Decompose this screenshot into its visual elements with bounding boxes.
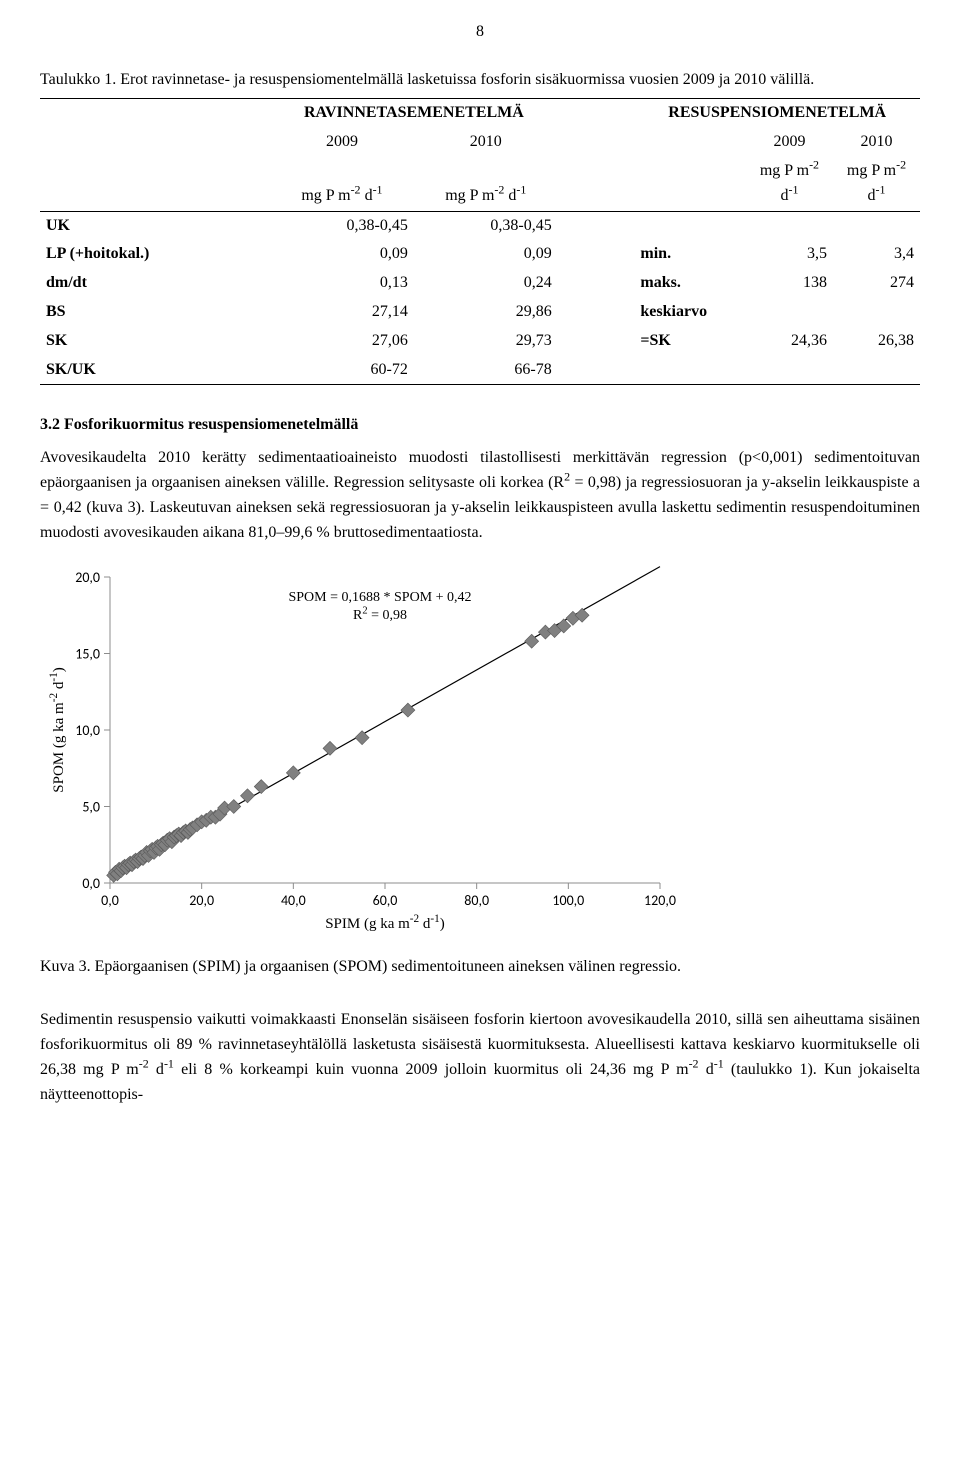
svg-text:60,0: 60,0	[373, 892, 398, 909]
svg-text:20,0: 20,0	[189, 892, 214, 909]
unit-r1: mg P m-2 d-1	[746, 157, 833, 211]
svg-text:120,0: 120,0	[644, 892, 676, 909]
svg-text:100,0: 100,0	[552, 892, 584, 909]
table-row: BS27,1429,86keskiarvo	[40, 298, 920, 327]
table-row: dm/dt0,130,24maks.138274	[40, 269, 920, 298]
year-2009-l: 2009	[270, 128, 414, 157]
section-title: 3.2 Fosforikuormitus resuspensiomenetelm…	[40, 413, 920, 438]
svg-text:5,0: 5,0	[82, 799, 100, 816]
table-head-left: RAVINNETASEMENETELMÄ	[270, 99, 558, 128]
figure-caption: Kuva 3. Epäorgaanisen (SPIM) ja orgaanis…	[40, 955, 920, 980]
svg-text:15,0: 15,0	[75, 646, 100, 663]
year-2010-r: 2010	[833, 128, 920, 157]
table-row: SK/UK60-7266-78	[40, 356, 920, 385]
year-2009-r: 2009	[746, 128, 833, 157]
unit-l2: mg P m-2 d-1	[414, 157, 558, 211]
page-number: 8	[40, 20, 920, 45]
table-row: LP (+hoitokal.)0,090,09min.3,53,4	[40, 240, 920, 269]
svg-text:0,0: 0,0	[101, 892, 119, 909]
table-head-right: RESUSPENSIOMENETELMÄ	[634, 99, 920, 128]
year-2010-l: 2010	[414, 128, 558, 157]
paragraph-1: Avovesikaudelta 2010 kerätty sedimentaat…	[40, 446, 920, 545]
unit-r2: mg P m-2 d-1	[833, 157, 920, 211]
svg-text:80,0: 80,0	[464, 892, 489, 909]
svg-text:40,0: 40,0	[281, 892, 306, 909]
table-row: UK0,38-0,450,38-0,45	[40, 211, 920, 240]
comparison-table: RAVINNETASEMENETELMÄ RESUSPENSIOMENETELM…	[40, 98, 920, 385]
svg-text:10,0: 10,0	[75, 722, 100, 739]
svg-text:0,0: 0,0	[82, 875, 100, 892]
table-row: SK27,0629,73=SK24,3626,38	[40, 327, 920, 356]
table-caption: Taulukko 1. Erot ravinnetase- ja resuspe…	[40, 69, 920, 91]
unit-l1: mg P m-2 d-1	[270, 157, 414, 211]
scatter-chart: 0,0 20,0 40,0 60,0 80,0 100,0 120,0 0,0 5,0 10,0 1…	[40, 563, 680, 943]
paragraph-2: Sedimentin resuspensio vaikutti voimakka…	[40, 1008, 920, 1107]
svg-text:20,0: 20,0	[75, 569, 100, 586]
